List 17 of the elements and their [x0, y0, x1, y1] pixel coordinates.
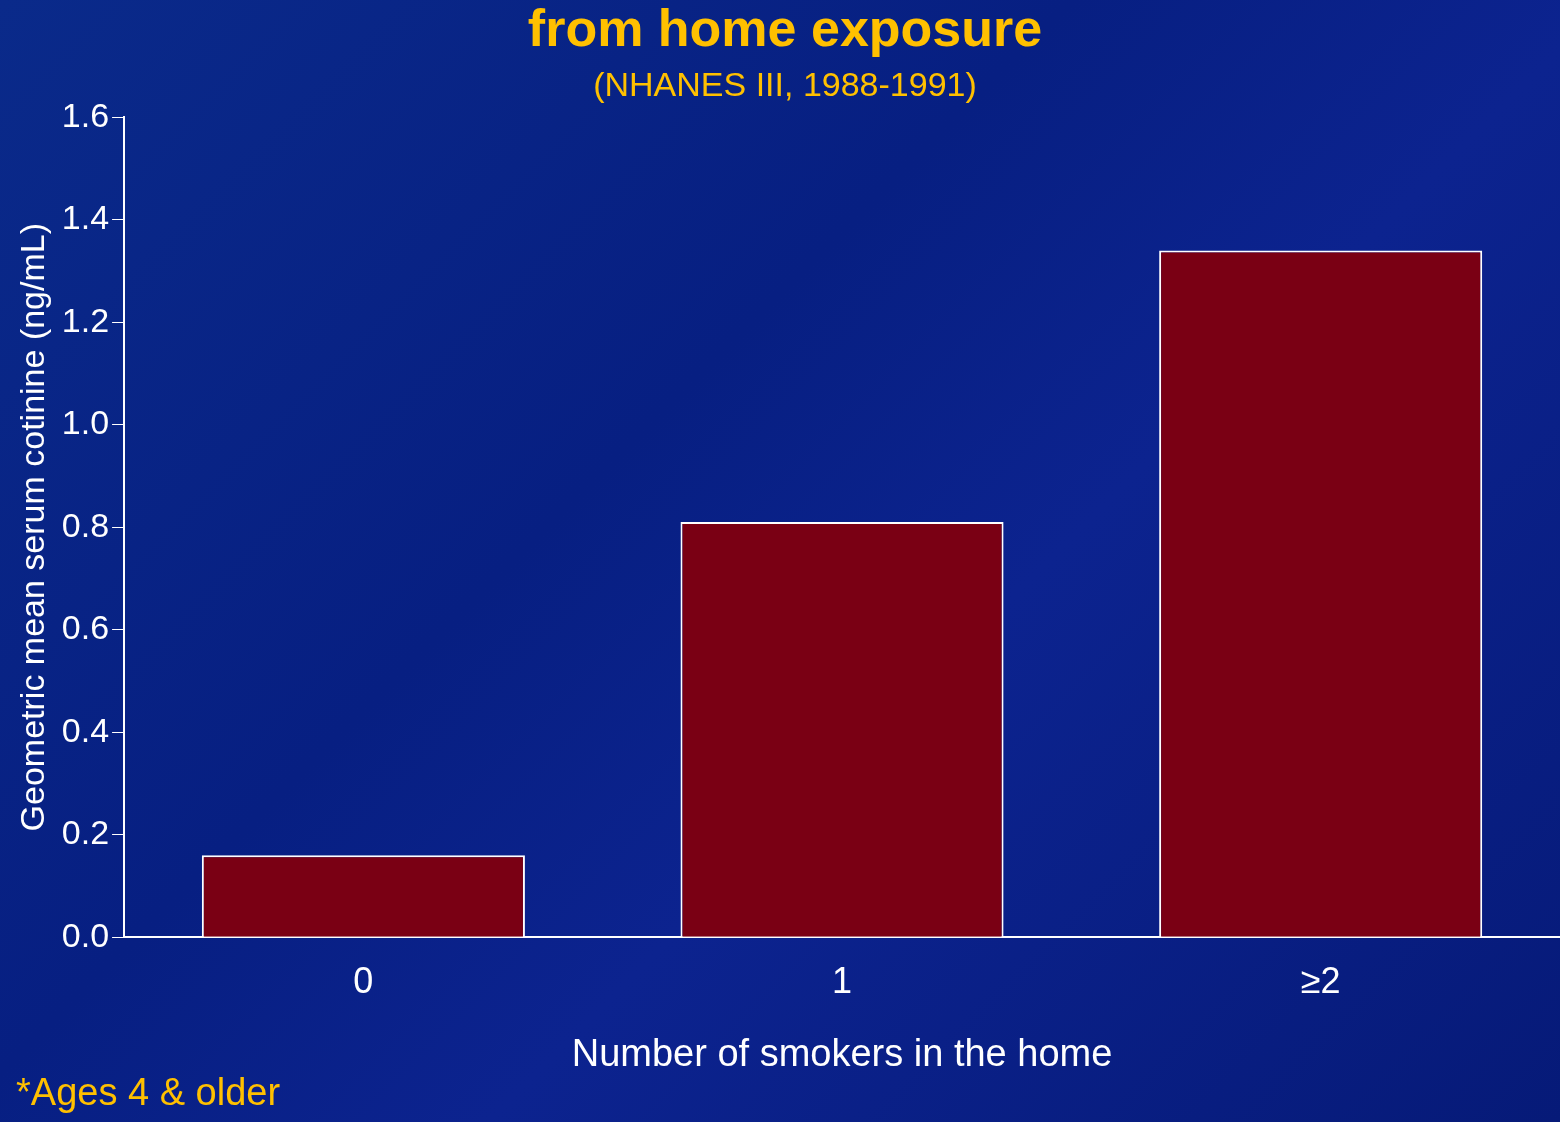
- x-tick-label: 0: [353, 959, 374, 1001]
- y-tick-label: 1.0: [61, 403, 110, 442]
- x-tick-label: 1: [832, 959, 853, 1001]
- y-axis-title: Geometric mean serum cotinine (ng/mL): [12, 222, 51, 832]
- chart-subtitle: (NHANES III, 1988-1991): [593, 65, 977, 104]
- y-tick-label: 0.6: [61, 608, 110, 647]
- y-tick-label: 1.4: [61, 198, 110, 237]
- y-tick-label: 0.4: [61, 710, 110, 749]
- x-axis-title: Number of smokers in the home: [571, 1031, 1113, 1074]
- x-tick-label: ≥2: [1300, 959, 1341, 1001]
- y-tick-label: 1.2: [61, 300, 110, 339]
- chart-title: from home exposure: [527, 0, 1043, 57]
- y-tick-label: 0.2: [61, 813, 110, 852]
- y-tick-label: 1.6: [61, 95, 110, 134]
- y-tick-label: 0.0: [61, 915, 110, 954]
- y-tick-label: 0.8: [61, 505, 110, 544]
- text: *Ages 4 & older: [16, 1071, 281, 1114]
